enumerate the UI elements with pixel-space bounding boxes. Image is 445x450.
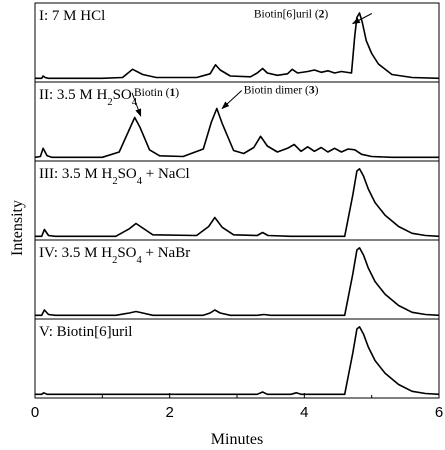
panel-4: IV: 3.5 M H2SO4 + NaBr <box>34 239 440 320</box>
trace-line <box>34 107 439 159</box>
panel-3: III: 3.5 M H2SO4 + NaCl <box>34 160 440 241</box>
annotation-arrow <box>351 13 373 24</box>
panel-1: I: 7 M HCl Biotin[6]uril (2) <box>34 2 440 83</box>
peak-annotation: Biotin[6]uril (2) <box>254 9 329 21</box>
trace-line <box>35 247 440 317</box>
y-axis-label: Intensity <box>9 200 26 256</box>
trace-line <box>35 325 440 396</box>
panel-label: IV: 3.5 M H2SO4 + NaBr <box>39 245 190 266</box>
annotation-arrow <box>131 92 142 117</box>
panel-label: V: Biotin[6]uril <box>39 324 132 340</box>
annotation-arrow <box>221 90 243 110</box>
peak-annotation: Biotin dimer (3) <box>244 85 319 97</box>
peak-annotation: Biotin (1) <box>134 87 179 99</box>
panel-label: II: 3.5 M H2SO4 <box>39 87 138 108</box>
x-tick-label: 0 <box>31 404 39 421</box>
x-tick-label: 6 <box>435 404 443 421</box>
x-tick-label: 4 <box>300 404 308 421</box>
panels: I: 7 M HCl Biotin[6]uril (2) II: 3.5 M H2S… <box>34 2 440 399</box>
x-axis-label: Minutes <box>211 431 263 448</box>
panel-5: V: Biotin[6]uril <box>34 318 440 399</box>
panel-label: III: 3.5 M H2SO4 + NaCl <box>39 166 190 187</box>
x-tick-label: 2 <box>165 404 173 421</box>
trace-line <box>35 168 440 238</box>
trace-line <box>35 12 440 80</box>
panel-label: I: 7 M HCl <box>39 8 105 24</box>
x-axis: 0 2 4 6 <box>31 393 443 421</box>
